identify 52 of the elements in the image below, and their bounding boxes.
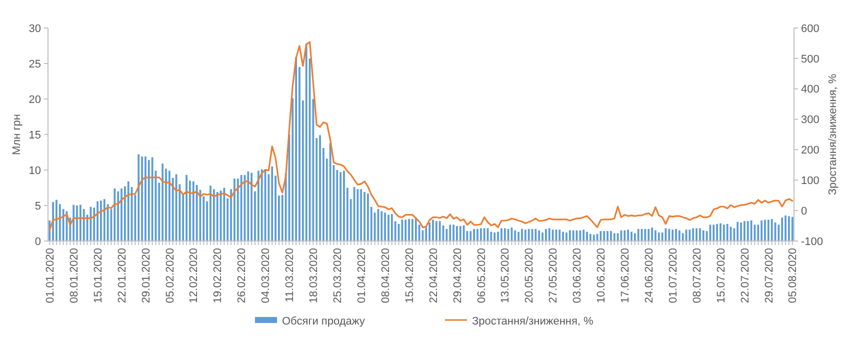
x-tick-label: 15.01.2020 <box>92 248 104 304</box>
y-tick-label: 30 <box>28 22 41 35</box>
y-tick-label: 0 <box>34 236 41 248</box>
x-tick-label: 06.05.2020 <box>476 248 488 304</box>
x-tick-label: 13.05.2020 <box>500 248 512 304</box>
x-tick-label: 25.03.2020 <box>332 248 344 304</box>
x-tick-label: 01.07.2020 <box>667 248 680 304</box>
x-tick-label: 03.06.2020 <box>572 248 584 304</box>
x-tick-label: 22.01.2020 <box>116 248 128 304</box>
y2-axis-title: Зростання/зниження, % <box>827 74 839 196</box>
x-tick-label: 04.03.2020 <box>260 248 272 304</box>
x-tick-label: 22.04.2020 <box>428 248 440 304</box>
line-series <box>48 41 794 231</box>
x-tick-label: 29.07.2020 <box>763 248 776 304</box>
x-tick-label: 22.07.2020 <box>739 248 752 304</box>
y2-tick-label: -100 <box>801 236 824 248</box>
y-axis-title: Млн грн <box>11 114 23 155</box>
y2-tick-label: 600 <box>801 22 820 35</box>
y-tick-label: 20 <box>28 94 41 106</box>
y2-tick-label: 500 <box>801 53 820 66</box>
y-tick-label: 10 <box>28 164 41 177</box>
x-tick-label: 12.02.2020 <box>188 248 200 304</box>
legend-label: Зростання/зниження, % <box>472 315 594 328</box>
x-tick-label: 24.06.2020 <box>643 248 656 304</box>
y2-tick-label: 0 <box>801 205 808 218</box>
y2-tick-label: 400 <box>801 84 820 96</box>
x-tick-label: 29.04.2020 <box>452 248 464 304</box>
x-tick-label: 08.07.2020 <box>691 248 704 304</box>
x-tick-label: 15.04.2020 <box>404 248 416 304</box>
x-tick-label: 27.05.2020 <box>548 248 560 304</box>
x-tick-label: 10.06.2020 <box>596 248 608 304</box>
y-tick-label: 15 <box>28 129 41 142</box>
y2-tick-label: 200 <box>801 144 820 157</box>
x-tick-label: 17.06.2020 <box>620 248 632 304</box>
x-tick-label: 01.01.2020 <box>44 248 56 304</box>
y-tick-label: 5 <box>34 200 41 212</box>
x-tick-label: 01.04.2020 <box>356 248 368 304</box>
x-tick-label: 19.02.2020 <box>212 248 224 304</box>
x-tick-label: 20.05.2020 <box>524 248 536 304</box>
x-tick-label: 08.04.2020 <box>380 248 392 304</box>
x-tick-label: 15.07.2020 <box>715 248 728 304</box>
x-tick-label: 08.01.2020 <box>68 248 80 304</box>
y-tick-label: 25 <box>28 58 41 70</box>
x-tick-label: 05.08.2020 <box>787 248 800 304</box>
x-tick-label: 18.03.2020 <box>308 248 320 304</box>
x-tick-label: 29.01.2020 <box>140 248 152 304</box>
y2-tick-label: 100 <box>801 174 820 187</box>
x-tick-label: 11.03.2020 <box>284 248 296 302</box>
y2-tick-label: 300 <box>801 114 820 126</box>
legend-label: Обсяги продажу <box>282 315 366 328</box>
x-tick-label: 26.02.2020 <box>236 248 248 304</box>
x-tick-label: 05.02.2020 <box>164 248 176 304</box>
